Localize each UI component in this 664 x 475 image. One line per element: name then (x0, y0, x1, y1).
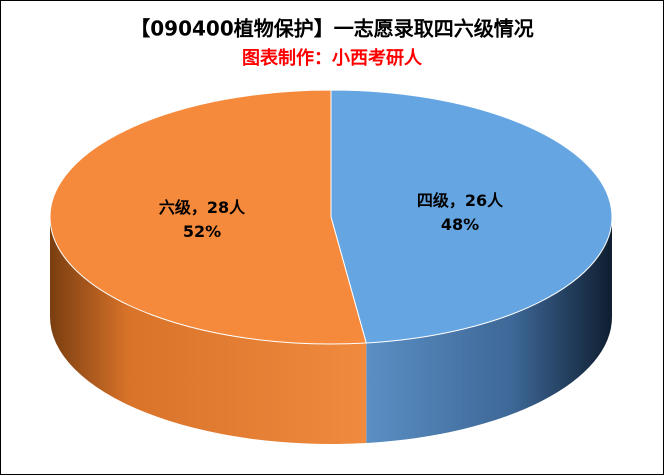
pie-side (366, 217, 612, 443)
chart-subtitle: 图表制作：小西考研人 (242, 47, 423, 69)
slice-label: 四级，26人 (417, 191, 504, 210)
pie-slice (330, 89, 613, 344)
value-label: 52% (183, 222, 221, 241)
pie-side (50, 217, 367, 444)
slice-label: 六级，28人 (159, 198, 246, 217)
pie-slice (49, 89, 367, 345)
chart-title: 【090400植物保护】一志愿录取四六级情况 (130, 17, 534, 41)
value-label: 48% (441, 215, 479, 234)
